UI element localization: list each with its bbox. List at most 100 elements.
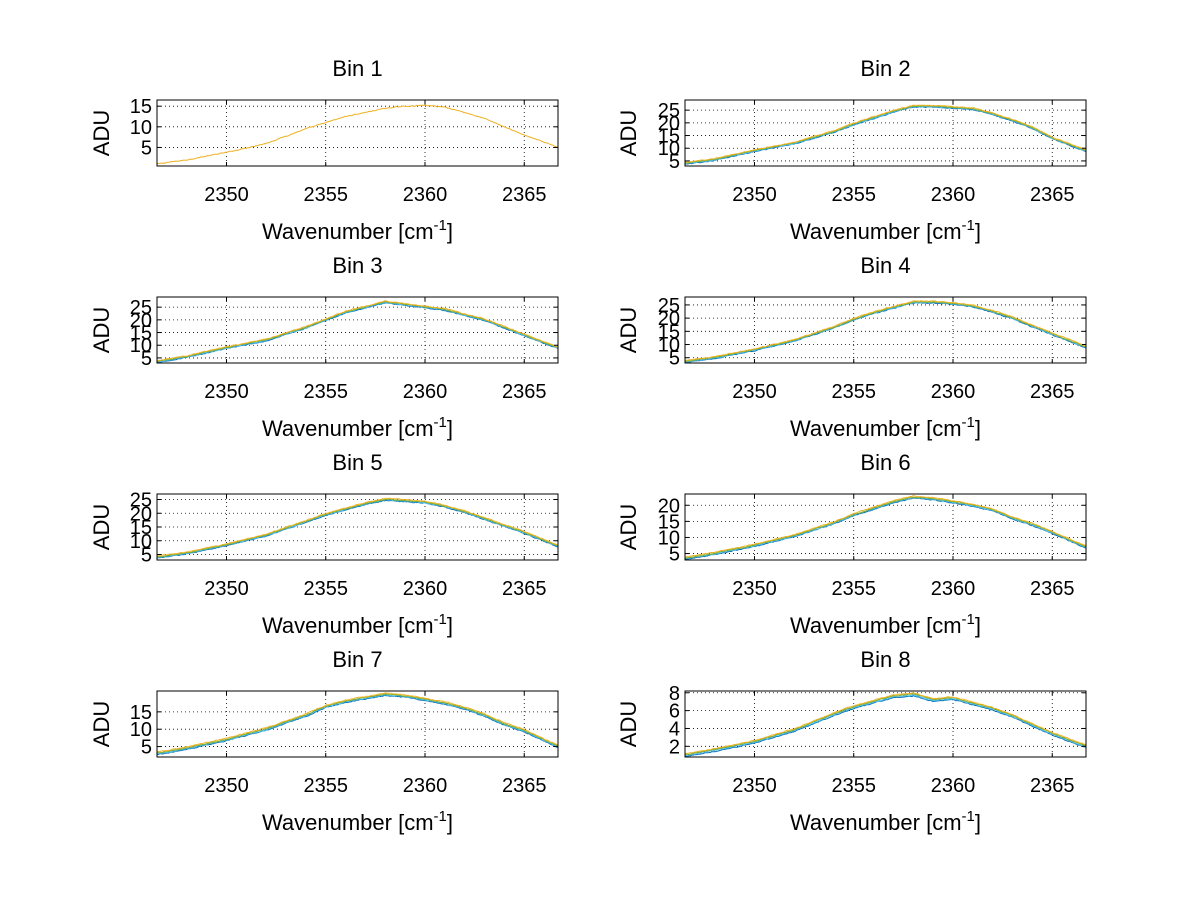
x-tick-label: 2355: [303, 775, 348, 797]
y-tick-label: 25: [658, 295, 680, 317]
x-axis-label-tail: ]: [975, 810, 981, 835]
series-line: [685, 496, 1086, 559]
x-tick-label: 2355: [831, 775, 876, 797]
x-axis-label: Wavenumber [cm-1]: [790, 217, 981, 244]
series-line: [157, 693, 558, 754]
y-axis-label: ADU: [89, 504, 114, 550]
x-tick-label: 2365: [502, 184, 547, 206]
x-tick-label: 2355: [303, 184, 348, 206]
y-axis-label: ADU: [616, 701, 641, 747]
x-axis-label-superscript: -1: [434, 611, 447, 628]
y-tick-label: 20: [658, 308, 680, 330]
x-axis-label: Wavenumber [cm-1]: [262, 611, 453, 638]
subplot-title: Bin 7: [332, 647, 382, 672]
plot-area: [157, 691, 558, 757]
x-axis-label-main: Wavenumber [cm: [262, 416, 434, 441]
y-tick-label: 15: [130, 96, 152, 118]
x-tick-label: 2365: [502, 381, 547, 403]
series-line: [685, 301, 1086, 362]
y-axis-label: ADU: [89, 701, 114, 747]
plot-area: [685, 100, 1086, 166]
x-tick-label: 2365: [502, 578, 547, 600]
y-tick-label: 10: [658, 527, 680, 549]
x-axis-label-main: Wavenumber [cm: [262, 810, 434, 835]
y-tick-label: 5: [141, 737, 152, 759]
x-tick-label: 2350: [732, 184, 777, 206]
x-tick-label: 2350: [732, 775, 777, 797]
x-tick-label: 2350: [204, 775, 249, 797]
x-axis-label: Wavenumber [cm-1]: [790, 808, 981, 835]
x-axis-label-tail: ]: [447, 810, 453, 835]
x-axis-label-superscript: -1: [962, 217, 975, 234]
x-tick-label: 2365: [1030, 184, 1075, 206]
x-axis-label-main: Wavenumber [cm: [790, 416, 962, 441]
x-tick-label: 2350: [204, 381, 249, 403]
y-tick-label: 15: [658, 126, 680, 148]
series-line: [685, 302, 1086, 363]
subplot-title: Bin 6: [860, 450, 910, 475]
x-axis-label-main: Wavenumber [cm: [790, 810, 962, 835]
x-axis-label-superscript: -1: [434, 808, 447, 825]
y-tick-label: 15: [658, 321, 680, 343]
axes-box: [684, 99, 1087, 167]
x-axis-label: Wavenumber [cm-1]: [262, 808, 453, 835]
x-tick-label: 2360: [931, 775, 976, 797]
series-line: [685, 104, 1086, 163]
y-axis-label: ADU: [616, 504, 641, 550]
y-tick-label: 5: [669, 544, 680, 566]
y-tick-label: 10: [658, 138, 680, 160]
y-tick-label: 20: [130, 503, 152, 525]
x-axis-label: Wavenumber [cm-1]: [262, 217, 453, 244]
x-tick-label: 2365: [502, 775, 547, 797]
x-axis-label-tail: ]: [975, 219, 981, 244]
plot-area: [685, 691, 1086, 757]
y-tick-label: 25: [658, 100, 680, 122]
series-line: [685, 300, 1086, 361]
x-tick-label: 2350: [204, 184, 249, 206]
axes-box: [156, 99, 559, 167]
x-tick-label: 2365: [1030, 578, 1075, 600]
y-tick-label: 25: [130, 490, 152, 512]
x-axis-label-main: Wavenumber [cm: [262, 219, 434, 244]
x-axis-label-superscript: -1: [434, 217, 447, 234]
y-tick-label: 4: [669, 718, 680, 740]
x-tick-label: 2355: [831, 184, 876, 206]
axes-box: [156, 690, 559, 758]
x-tick-label: 2360: [403, 578, 448, 600]
x-tick-label: 2350: [204, 578, 249, 600]
x-tick-label: 2355: [831, 381, 876, 403]
series-line: [157, 497, 558, 557]
x-axis-label-superscript: -1: [962, 611, 975, 628]
y-tick-label: 5: [669, 348, 680, 370]
subplot-title: Bin 8: [860, 647, 910, 672]
y-tick-label: 10: [130, 531, 152, 553]
y-axis-label: ADU: [616, 110, 641, 156]
x-tick-label: 2360: [403, 381, 448, 403]
subplot-title: Bin 5: [332, 450, 382, 475]
x-axis-label-main: Wavenumber [cm: [790, 613, 962, 638]
plot-area: [685, 297, 1086, 363]
y-tick-label: 20: [658, 113, 680, 135]
x-tick-label: 2365: [1030, 775, 1075, 797]
x-axis-label: Wavenumber [cm-1]: [790, 414, 981, 441]
y-tick-label: 15: [658, 511, 680, 533]
x-tick-label: 2360: [403, 184, 448, 206]
x-tick-label: 2355: [831, 578, 876, 600]
x-axis-label-superscript: -1: [434, 414, 447, 431]
x-tick-label: 2355: [303, 578, 348, 600]
axes-box: [684, 493, 1087, 561]
y-tick-label: 15: [130, 323, 152, 345]
x-axis-label-tail: ]: [447, 219, 453, 244]
x-axis-label-main: Wavenumber [cm: [262, 613, 434, 638]
y-tick-label: 6: [669, 701, 680, 723]
y-tick-label: 15: [130, 702, 152, 724]
x-tick-label: 2360: [931, 184, 976, 206]
axes-box: [684, 296, 1087, 364]
y-axis-label: ADU: [616, 307, 641, 353]
